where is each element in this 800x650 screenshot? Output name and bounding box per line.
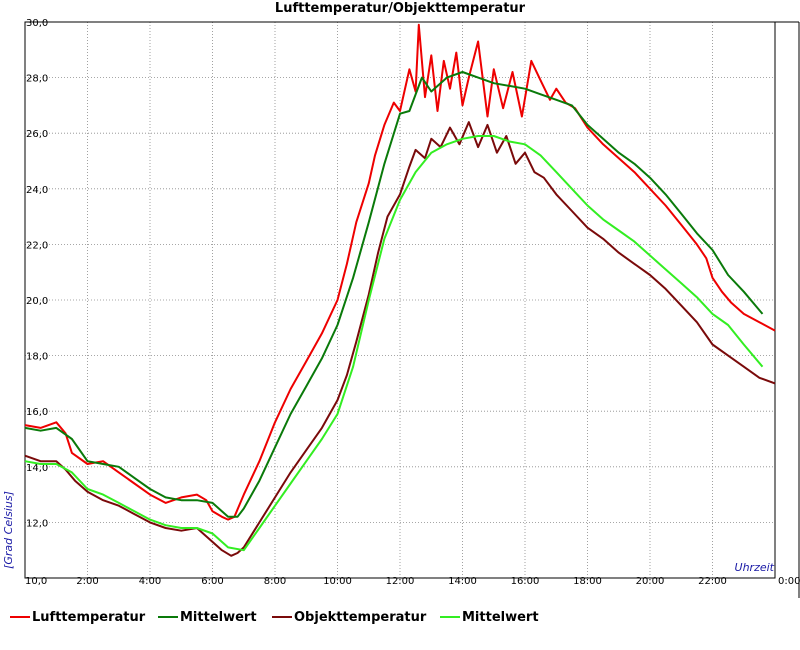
legend-item: Mittelwert [158, 606, 257, 628]
series-line-4 [24, 135, 764, 552]
plot-frame [24, 21, 776, 579]
x-tick-label: 8:00 [264, 576, 286, 587]
legend-label: Mittelwert [462, 609, 539, 625]
y-tick-label: 30,0 [26, 18, 48, 29]
x-tick-label: 18:00 [573, 576, 602, 587]
x-tick-label: 6:00 [201, 576, 223, 587]
y-tick-label: 16,0 [26, 407, 48, 418]
legend-item: Mittelwert [440, 606, 539, 628]
x-tick-label: 16:00 [511, 576, 540, 587]
y-tick-label: 14,0 [26, 463, 48, 474]
legend-label: Mittelwert [180, 609, 257, 625]
x-tick-label: 12:00 [386, 576, 415, 587]
x-axis-label: Uhrzeit [735, 561, 775, 574]
series-line-2 [24, 71, 764, 518]
x-tick-label: 4:00 [139, 576, 161, 587]
y-axis-ticks: 12,0 14,0 16,0 18,0 20,0 22,0 24,0 26,0 28,0 30,0 [26, 18, 48, 529]
y-tick-label: 28,0 [26, 74, 48, 85]
series-line-3 [24, 121, 776, 557]
legend-swatch [272, 616, 292, 618]
x-axis-ticks: 10,0 2:00 4:00 6:00 8:00 10:00 12:00 14:00 16:00… [25, 576, 800, 587]
y-tick-label: 18,0 [26, 352, 48, 363]
y-tick-label: 20,0 [26, 296, 48, 307]
grid [25, 21, 775, 578]
x-tick-label: 10,0 [25, 576, 47, 587]
x-tick-label: 0:00 [778, 576, 800, 587]
legend-swatch [10, 616, 30, 618]
x-tick-label: 14:00 [448, 576, 477, 587]
y-axis-label: [Grad Celsius] [2, 491, 15, 569]
legend: Lufttemperatur Mittelwert Objekttemperatur… [0, 606, 800, 628]
x-tick-label: 22:00 [698, 576, 727, 587]
series-layer [24, 23, 776, 557]
legend-item: Lufttemperatur [10, 606, 145, 628]
y-tick-label: 24,0 [26, 185, 48, 196]
series-line-1 [24, 23, 776, 521]
y-tick-label: 26,0 [26, 129, 48, 140]
legend-label: Objekttemperatur [294, 609, 427, 625]
chart-title: Lufttemperatur/Objekttemperatur [275, 1, 526, 16]
legend-item: Objekttemperatur [272, 606, 426, 628]
x-tick-label: 20:00 [636, 576, 665, 587]
legend-label: Lufttemperatur [32, 609, 146, 625]
x-tick-label: 10:00 [323, 576, 352, 587]
y-tick-label: 22,0 [26, 240, 48, 251]
legend-swatch [158, 616, 178, 618]
x-tick-label: 2:00 [76, 576, 98, 587]
y-tick-label: 12,0 [26, 518, 48, 529]
legend-swatch [440, 616, 460, 618]
